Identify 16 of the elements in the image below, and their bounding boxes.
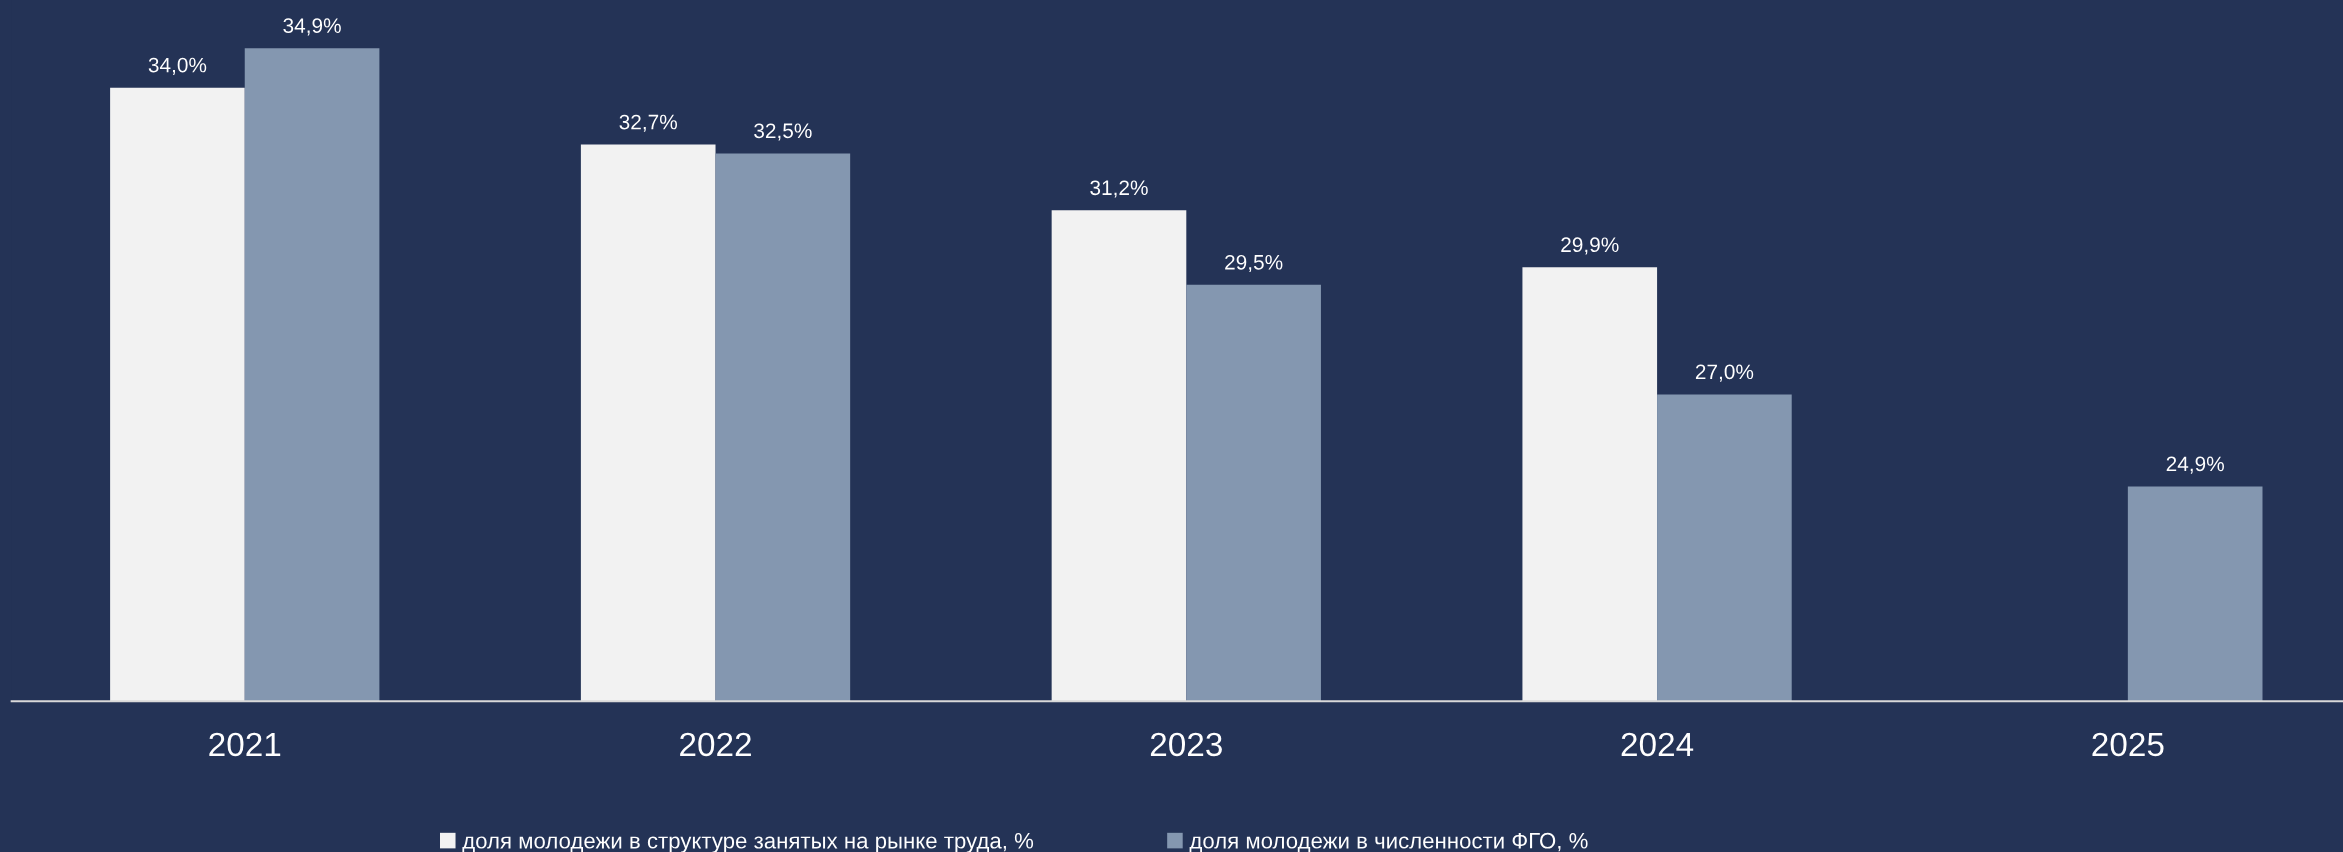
legend-label: доля молодежи в численности ФГО, % [1189,832,1588,852]
x-tick-label: 2025 [2092,732,2164,757]
x-tick-label: 2022 [680,732,751,757]
data-label: 29,9% [1561,237,1619,255]
data-label: 31,2% [1090,180,1148,198]
x-tick-label: 2023 [1150,732,1222,757]
data-label: 29,5% [1225,254,1283,273]
data-label: 24,9% [2166,456,2224,474]
x-tick-label: 2021 [209,732,281,757]
data-label: 32,7% [619,114,677,132]
data-label: 34,0% [148,57,207,75]
x-tick-label: 2024 [1621,732,1694,757]
legend-label: доля молодежи в структуре занятых на рынке труда, % [462,832,1034,852]
data-label: 27,0% [1695,364,1754,382]
data-label: 34,9% [283,18,341,36]
data-label: 32,5% [754,123,812,141]
